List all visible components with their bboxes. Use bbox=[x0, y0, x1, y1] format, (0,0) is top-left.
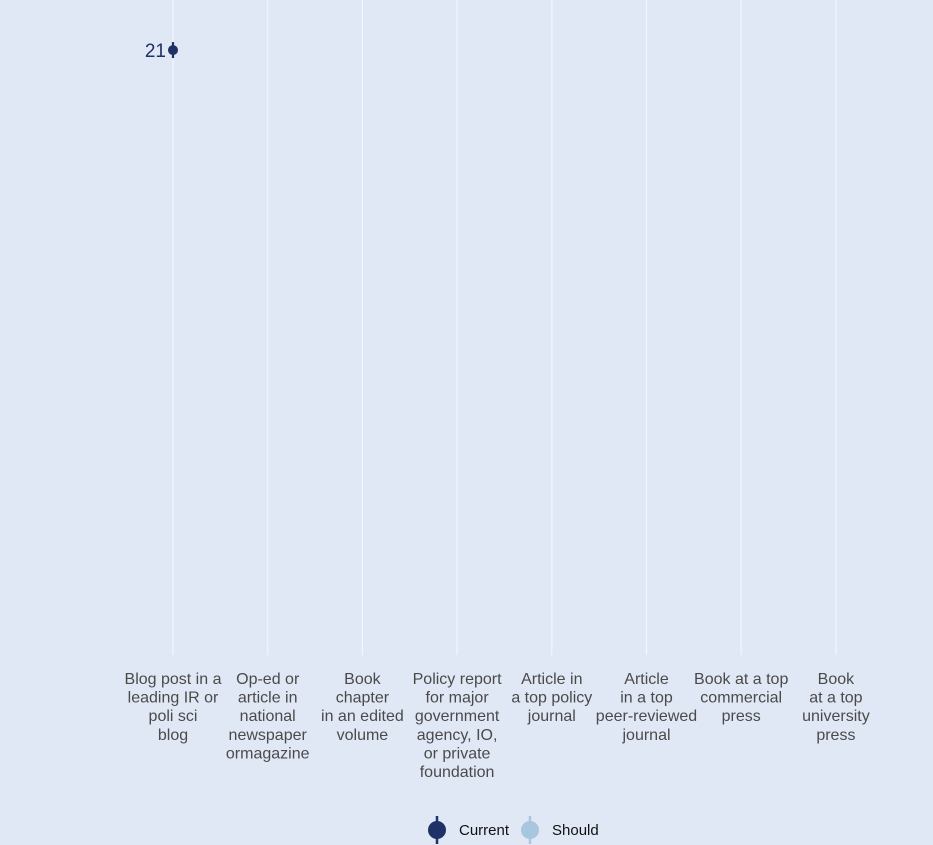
x-tick-label: Op-ed or article in national newspaper ormag… bbox=[226, 671, 310, 762]
legend: Current Should bbox=[428, 816, 599, 844]
x-tick-label: Blog post in a leading IR or poli sci blog bbox=[125, 671, 222, 744]
legend-label: Should bbox=[552, 822, 599, 839]
current-point bbox=[168, 42, 178, 59]
legend-item-should: Should bbox=[521, 816, 599, 844]
should-value-label: 26 bbox=[181, 0, 202, 1]
x-tick-label: Book at a top university press bbox=[802, 671, 870, 744]
current-value-label: 21 bbox=[145, 41, 166, 62]
x-tick-label: Article in a top policy journal bbox=[511, 671, 592, 725]
legend-label: Current bbox=[459, 822, 510, 839]
x-tick-label: Article in a top peer-reviewed journal bbox=[596, 671, 697, 744]
data-points: 21275955781001563052634637590100173322 bbox=[145, 0, 202, 62]
x-axis-tick-labels: Blog post in a leading IR or poli sci blogO… bbox=[125, 671, 870, 781]
legend-key-dot bbox=[521, 821, 539, 839]
x-tick-label: Policy report for major government agency, … bbox=[413, 671, 502, 781]
legend-key-dot bbox=[428, 821, 446, 839]
x-tick-label: Book at a top commercial press bbox=[694, 671, 788, 725]
x-tick-label: Book chapter in an edited volume bbox=[321, 671, 404, 744]
grid-lines bbox=[172, 0, 837, 655]
legend-item-current: Current bbox=[428, 816, 510, 844]
